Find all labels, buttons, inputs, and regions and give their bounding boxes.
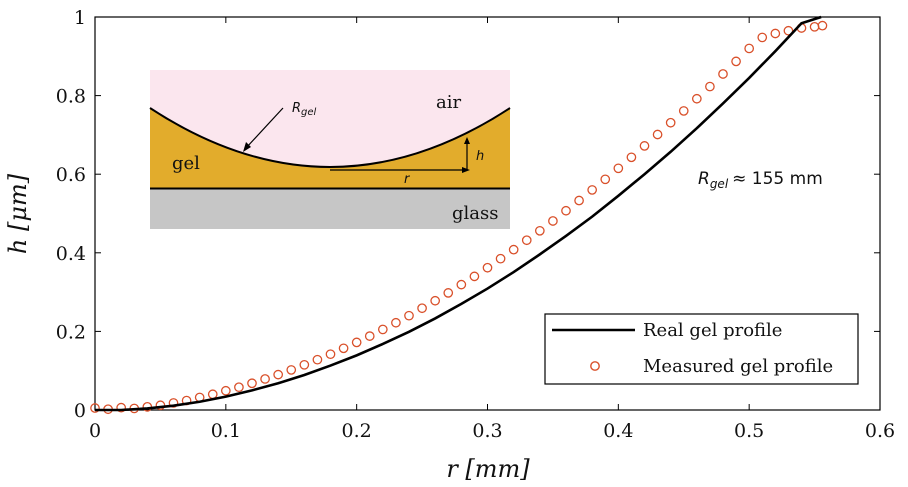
measured-point [495, 253, 506, 264]
inset-air-label: air [436, 92, 461, 113]
y-tick-label: 0.2 [56, 321, 86, 343]
inset-h-label: h [476, 149, 484, 164]
measured-point [168, 398, 179, 408]
measured-point [665, 117, 676, 128]
measured-point [626, 152, 637, 163]
inset-r-arrowhead [462, 167, 470, 173]
tick-labels: 0 0.1 0.2 0.3 0.4 0.5 0.6 0 0.2 0.4 0.6 0.8 1 [56, 7, 895, 442]
measured-point [534, 225, 545, 236]
y-tick-label: 0.8 [56, 86, 86, 108]
measured-point [508, 244, 519, 255]
legend-label-real: Real gel profile [643, 320, 782, 341]
measured-point [574, 195, 584, 206]
measured-point [548, 216, 558, 226]
legend-marker-swatch [590, 361, 600, 371]
measured-point [691, 93, 702, 104]
inset-radius-arrow [245, 107, 284, 149]
measured-point [220, 385, 231, 396]
measured-point [718, 69, 728, 79]
measured-point [757, 32, 768, 43]
measured-point [705, 81, 715, 92]
measured-point [338, 343, 349, 354]
inset-r-label: r [404, 172, 411, 187]
inset-glass-region [150, 189, 510, 229]
measured-point [247, 378, 257, 389]
measured-point [286, 365, 297, 375]
measured-point [377, 324, 388, 335]
inset-h-arrowhead [464, 137, 470, 144]
inset-gel-region [150, 108, 510, 188]
x-tick-label: 0.1 [211, 420, 241, 442]
measured-point [90, 403, 100, 413]
measured-point [312, 354, 323, 365]
measured-point [456, 279, 467, 290]
legend-label-measured: Measured gel profile [643, 356, 833, 377]
radius-annotation: Rgel ≈ 155 mm [698, 169, 823, 191]
measured-point [652, 129, 663, 140]
measured-point [561, 205, 571, 216]
measured-point [207, 389, 218, 400]
measured-point [260, 374, 270, 384]
x-axis-label: r [mm] [446, 455, 530, 483]
measured-point [443, 288, 454, 298]
measured-point [391, 317, 401, 328]
axis-ticks [94, 16, 881, 411]
measured-point [155, 400, 166, 411]
measured-point [482, 262, 493, 273]
x-tick-label: 0.6 [865, 420, 895, 442]
measured-point [417, 303, 427, 314]
y-axis-label: h [μm] [4, 173, 32, 254]
measured-point [587, 185, 598, 195]
series-real-line [95, 15, 822, 412]
measured-point [744, 43, 755, 54]
measured-point [678, 106, 689, 116]
measured-point [469, 271, 480, 282]
measured-point [430, 295, 441, 306]
measured-point [613, 163, 624, 174]
measured-point [731, 56, 741, 67]
inset-diagram: air gel glass Rgel h r [149, 70, 511, 229]
inset-gel-label: gel [172, 153, 200, 174]
legend-box [544, 313, 859, 385]
y-tick-label: 0.4 [56, 243, 86, 265]
x-tick-label: 0.4 [603, 420, 633, 442]
measured-point [273, 369, 284, 380]
x-tick-label: 0.3 [472, 420, 502, 442]
y-tick-label: 1 [74, 7, 86, 29]
y-tick-label: 0.6 [56, 164, 86, 186]
y-tick-label: 0 [74, 400, 86, 422]
inset-glass-label: glass [452, 203, 499, 224]
measured-point [639, 141, 650, 151]
x-tick-label: 0.5 [734, 420, 764, 442]
legend: Real gel profile Measured gel profile [544, 313, 859, 385]
measured-point [351, 337, 362, 348]
measured-point [299, 359, 310, 370]
measured-point [809, 21, 820, 32]
measured-point [364, 331, 375, 341]
inset-radius-label: Rgel [292, 101, 317, 118]
measured-point [116, 402, 127, 413]
measured-point [600, 174, 611, 185]
measured-point [234, 382, 244, 393]
x-tick-label: 0 [89, 420, 101, 442]
measured-point [404, 310, 414, 321]
measured-point [325, 349, 336, 360]
measured-point [521, 235, 532, 246]
inset-radius-arrowhead [243, 142, 251, 152]
measured-point [770, 28, 781, 39]
x-tick-label: 0.2 [342, 420, 372, 442]
measured-point [783, 25, 794, 36]
measured-point [817, 20, 828, 31]
inset-gel-surface [149, 107, 511, 168]
